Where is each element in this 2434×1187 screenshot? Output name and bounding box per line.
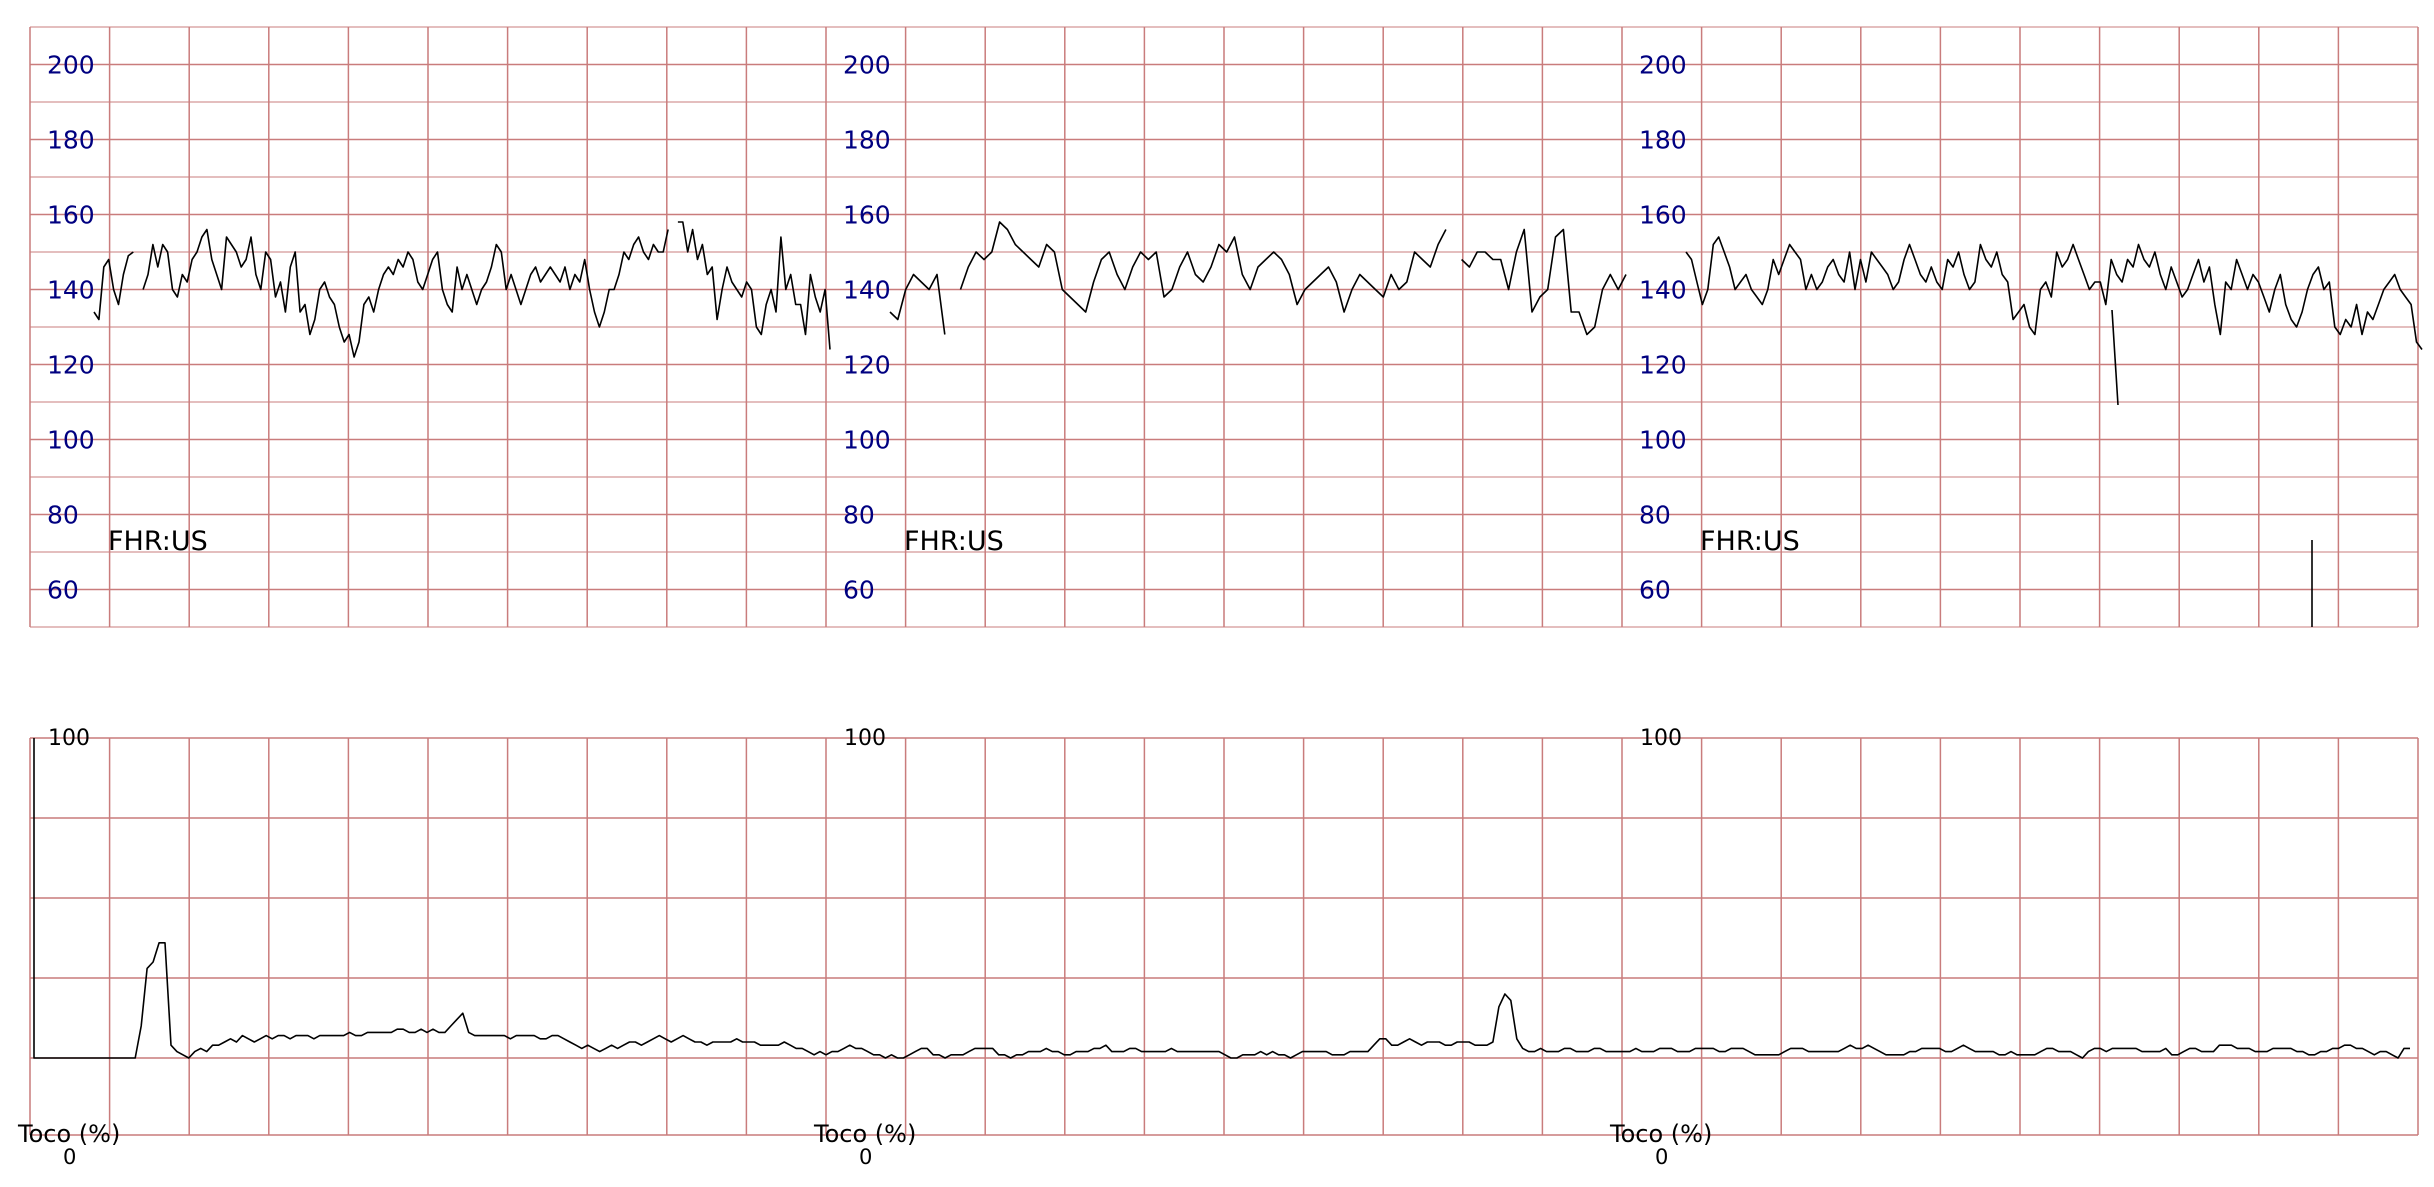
fhr-ytick-label: 200 xyxy=(47,51,95,80)
fhr-ytick-label: 80 xyxy=(1639,501,1671,530)
fhr-ytick-label: 160 xyxy=(1639,201,1687,230)
fhr-ytick-label: 80 xyxy=(47,501,79,530)
fhr-traces xyxy=(93,221,2423,627)
fhr-trace-segment xyxy=(889,221,1627,336)
fhr-ytick-label: 120 xyxy=(1639,351,1687,380)
toco-ytick-0: 0 xyxy=(1655,1145,1668,1169)
fhr-ytick-label: 200 xyxy=(1639,51,1687,80)
fhr-ytick-label: 60 xyxy=(47,576,79,605)
toco-panel-label: Toco (%) xyxy=(813,1120,916,1148)
toco-ytick-100: 100 xyxy=(1640,726,1682,751)
fhr-ytick-label: 120 xyxy=(47,351,95,380)
fhr-trace-segment xyxy=(93,221,831,358)
toco-ytick-0: 0 xyxy=(63,1145,76,1169)
fhr-ytick-label: 100 xyxy=(843,426,891,455)
fhr-ytick-label: 160 xyxy=(47,201,95,230)
toco-ytick-0: 0 xyxy=(859,1145,872,1169)
toco-trace-line xyxy=(33,738,2410,1059)
fhr-panel-label: FHR:US xyxy=(904,526,1004,557)
fhr-ytick-label: 140 xyxy=(1639,276,1687,305)
fhr-ytick-label: 120 xyxy=(843,351,891,380)
toco-ytick-100: 100 xyxy=(48,726,90,751)
fhr-ytick-label: 140 xyxy=(843,276,891,305)
fhr-panel-label: FHR:US xyxy=(1700,526,1800,557)
toco-ytick-100: 100 xyxy=(844,726,886,751)
fhr-ytick-label: 140 xyxy=(47,276,95,305)
toco-trace xyxy=(33,738,2410,1059)
fhr-dropout xyxy=(2111,309,2119,406)
toco-grid xyxy=(29,737,2419,1136)
toco-panel-label: Toco (%) xyxy=(1609,1120,1712,1148)
fhr-ytick-label: 180 xyxy=(843,126,891,155)
fhr-ytick-label: 60 xyxy=(843,576,875,605)
fhr-panel-label: FHR:US xyxy=(108,526,208,557)
fhr-ytick-label: 200 xyxy=(843,51,891,80)
fhr-ytick-label: 80 xyxy=(843,501,875,530)
fhr-trace-segment xyxy=(1685,236,2423,350)
fhr-ytick-label: 100 xyxy=(1639,426,1687,455)
fhr-ytick-label: 180 xyxy=(1639,126,1687,155)
fhr-ytick-label: 160 xyxy=(843,201,891,230)
fhr-grid xyxy=(29,26,2419,628)
toco-panel-label: Toco (%) xyxy=(17,1120,120,1148)
fhr-ytick-label: 100 xyxy=(47,426,95,455)
fhr-ytick-label: 60 xyxy=(1639,576,1671,605)
fhr-ytick-label: 180 xyxy=(47,126,95,155)
